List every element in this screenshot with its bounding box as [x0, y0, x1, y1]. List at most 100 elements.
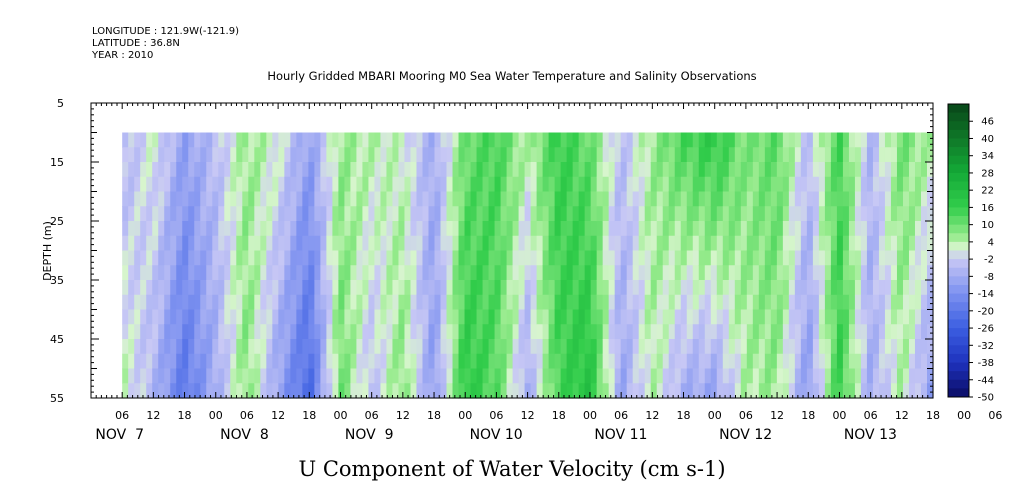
heatmap-cell: [596, 147, 604, 163]
heatmap-cell: [158, 280, 165, 296]
heatmap-cell: [152, 353, 159, 370]
heatmap-cell: [458, 339, 466, 355]
heatmap-cell: [176, 339, 183, 355]
heatmap-cell: [902, 221, 910, 237]
heatmap-cell: [200, 353, 207, 370]
x-tick-label: 06: [739, 409, 753, 422]
heatmap-cell: [518, 176, 526, 193]
heatmap-cell: [566, 383, 574, 399]
heatmap-cell: [764, 265, 772, 281]
heatmap-cell: [224, 250, 231, 266]
heatmap-cell: [218, 206, 225, 222]
heatmap-cell: [410, 309, 418, 325]
heatmap-cell: [446, 132, 454, 148]
heatmap-cell: [734, 162, 742, 178]
heatmap-cell: [812, 353, 820, 370]
heatmap-cell: [584, 294, 592, 311]
heatmap-cell: [890, 280, 898, 296]
heatmap-cell: [572, 221, 580, 237]
heatmap-cell: [602, 265, 610, 281]
heatmap-cell: [512, 250, 520, 266]
heatmap-cell: [242, 206, 249, 222]
heatmap-cell: [164, 206, 171, 222]
heatmap-cell: [860, 324, 868, 340]
heatmap-cell: [218, 191, 225, 207]
heatmap-cell: [914, 206, 922, 222]
heatmap-cell: [908, 339, 916, 355]
heatmap-cell: [146, 147, 153, 163]
heatmap-cell: [254, 162, 261, 178]
heatmap-cell: [158, 191, 165, 207]
heatmap-cell: [242, 339, 249, 355]
heatmap-cell: [158, 147, 165, 163]
heatmap-cell: [398, 191, 406, 207]
heatmap-cell: [452, 221, 460, 237]
heatmap-cell: [926, 324, 934, 340]
heatmap-cell: [716, 265, 724, 281]
heatmap-cell: [716, 294, 724, 311]
heatmap-cell: [524, 280, 532, 296]
heatmap-cell: [128, 235, 135, 252]
colorbar-label: 4: [988, 237, 994, 248]
heatmap-cell: [290, 383, 297, 399]
heatmap-cell: [566, 176, 574, 193]
heatmap-cell: [392, 339, 400, 355]
heatmap-cell: [854, 235, 862, 252]
heatmap-cell: [836, 339, 844, 355]
heatmap-cell: [626, 176, 634, 193]
heatmap-cell: [812, 176, 820, 193]
heatmap-cell: [434, 353, 442, 370]
heatmap-cell: [524, 132, 532, 148]
colorbar-frame: [947, 103, 970, 398]
heatmap-cell: [524, 353, 532, 370]
heatmap-cell: [434, 368, 442, 384]
heatmap-cell: [206, 132, 213, 148]
heatmap-cell: [920, 176, 928, 193]
heatmap-cell: [818, 339, 826, 355]
heatmap-cell: [452, 368, 460, 384]
heatmap-cell: [188, 294, 195, 311]
heatmap-cell: [548, 176, 556, 193]
heatmap-cell: [770, 147, 778, 163]
heatmap-cell: [464, 324, 472, 340]
heatmap-cell: [248, 353, 255, 370]
heatmap-cell: [626, 294, 634, 311]
heatmap-cell: [596, 206, 604, 222]
heatmap-cell: [656, 176, 664, 193]
heatmap-cell: [254, 147, 261, 163]
heatmap-cell: [152, 280, 159, 296]
heatmap-cell: [722, 294, 730, 311]
heatmap-cell: [686, 280, 694, 296]
heatmap-cell: [740, 339, 748, 355]
heatmap-cell: [494, 221, 502, 237]
heatmap-cell: [476, 176, 484, 193]
heatmap-cell: [530, 324, 538, 340]
heatmap-cell: [128, 353, 135, 370]
heatmap-cell: [476, 147, 484, 163]
heatmap-cell: [434, 265, 442, 281]
heatmap-cell: [842, 265, 850, 281]
heatmap-cell: [188, 162, 195, 178]
heatmap-cell: [488, 221, 496, 237]
heatmap-cell: [308, 324, 315, 340]
heatmap-cell: [536, 206, 544, 222]
heatmap-cell: [662, 235, 670, 252]
heatmap-cell: [596, 294, 604, 311]
colorbar-swatch: [948, 371, 969, 381]
heatmap-cell: [530, 132, 538, 148]
heatmap-cell: [158, 368, 165, 384]
heatmap-cell: [314, 339, 321, 355]
heatmap-cell: [620, 221, 628, 237]
colorbar-swatch: [948, 345, 969, 355]
heatmap-cell: [710, 250, 718, 266]
heatmap-cell: [176, 383, 183, 399]
heatmap-cell: [224, 294, 231, 311]
heatmap-cell: [200, 294, 207, 311]
heatmap-cell: [266, 132, 273, 148]
heatmap-cell: [206, 294, 213, 311]
heatmap-cell: [176, 324, 183, 340]
heatmap-cell: [470, 294, 478, 311]
heatmap-cell: [362, 132, 370, 148]
heatmap-cell: [662, 147, 670, 163]
heatmap-cell: [776, 132, 784, 148]
